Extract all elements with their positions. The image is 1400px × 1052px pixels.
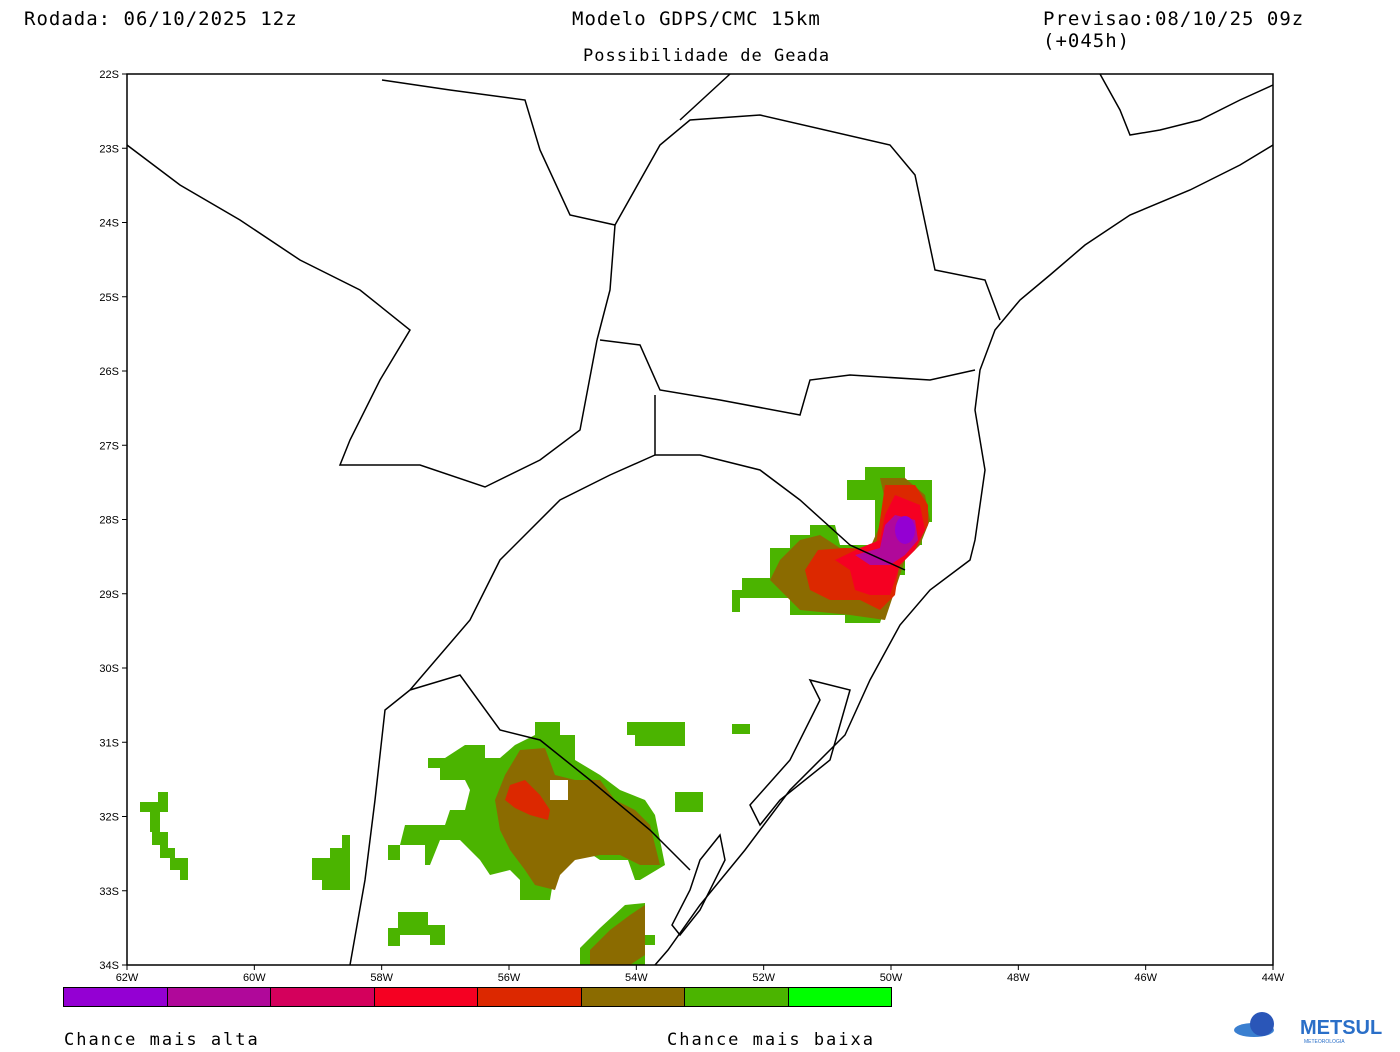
boundaries [126, 73, 1274, 966]
lon-label: 56W [498, 972, 521, 984]
lat-label: 24S [99, 218, 119, 230]
border-paraguay-brazil [381, 79, 616, 341]
lat-label: 33S [99, 886, 119, 898]
border-argentina-paraguay [126, 144, 598, 488]
lat-label: 22S [99, 69, 119, 81]
logo-name: METSUL [1300, 1017, 1382, 1039]
lat-label: 27S [99, 440, 119, 452]
lon-label: 60W [243, 972, 266, 984]
lat-label: 28S [99, 515, 119, 527]
lat-label: 25S [99, 292, 119, 304]
run-time: Rodada: 06/10/2025 12z [24, 8, 298, 30]
colorbar-swatch [373, 987, 478, 1007]
border-sp-ms [679, 73, 731, 121]
lat-label: 30S [99, 663, 119, 675]
map-subtitle: Possibilidade de Geada [583, 46, 831, 66]
lon-label: 50W [880, 972, 903, 984]
frost-probability-fill [140, 467, 932, 965]
colorbar-swatch [580, 987, 685, 1007]
lat-label: 23S [99, 143, 119, 155]
legend-high: Chance mais alta [64, 1030, 260, 1050]
border-argentina-rs [409, 454, 656, 691]
lat-label: 34S [99, 960, 119, 972]
map-frame [126, 73, 1274, 966]
metsul-logo: METSUL METEOROLOGIA [1234, 1012, 1382, 1045]
lon-label: 46W [1134, 972, 1157, 984]
lagoa-mirim [671, 833, 726, 937]
colorbar-swatch [166, 987, 271, 1007]
coastline-north [1099, 73, 1274, 136]
coastline [654, 144, 1274, 966]
lat-label: 31S [99, 737, 119, 749]
axis-ticks: 22S23S24S25S26S27S28S29S30S31S32S33S34S6… [99, 69, 1285, 984]
border-pr-sp [614, 114, 1001, 321]
model-title: Modelo GDPS/CMC 15km [572, 8, 821, 30]
lon-label: 48W [1007, 972, 1030, 984]
lon-label: 54W [625, 972, 648, 984]
border-uruguay-rs [409, 674, 691, 871]
lon-label: 58W [370, 972, 393, 984]
lon-label: 62W [116, 972, 139, 984]
lagoa-dos-patos [749, 678, 851, 827]
lat-label: 26S [99, 366, 119, 378]
colorbar-swatch [270, 987, 375, 1007]
lat-label: 32S [99, 812, 119, 824]
lon-label: 52W [752, 972, 775, 984]
legend-low: Chance mais baixa [667, 1030, 875, 1050]
colorbar-swatch [787, 987, 892, 1007]
forecast-time: Previsao:08/10/25 09z (+045h) [1043, 8, 1305, 52]
logo-sub: METEOROLOGIA [1304, 1039, 1345, 1045]
border-uruguay-argentina [349, 689, 411, 966]
colorbar-swatch [684, 987, 789, 1007]
lat-label: 29S [99, 589, 119, 601]
colorbar-swatch [63, 987, 168, 1007]
lon-label: 44W [1262, 972, 1285, 984]
colorbar-swatch [477, 987, 582, 1007]
border-pr-sc [599, 339, 976, 416]
